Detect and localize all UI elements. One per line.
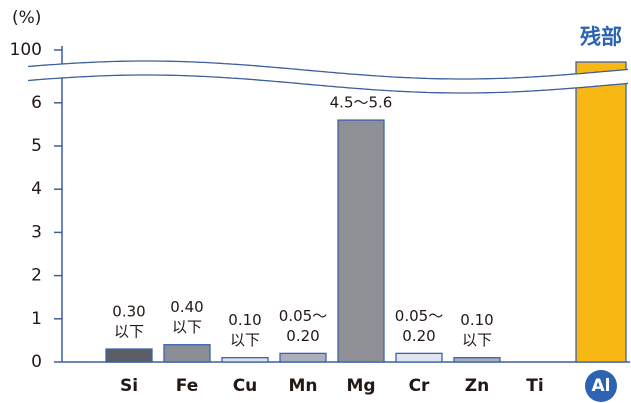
x-tick-label: Ti [526,376,543,396]
bar [163,344,211,363]
bar [453,357,501,363]
x-tick-label: Zn [465,376,489,396]
value-label: 以下 [230,331,260,349]
y-tick-label: 3 [31,222,42,242]
value-label: 0.40 [170,298,203,316]
value-label: 0.10 [228,311,261,329]
y-tick-label: 2 [31,266,42,286]
y-tick-label: 100 [10,40,42,60]
value-label: 0.10 [460,311,493,329]
value-label: 以下 [462,331,492,349]
x-tick-label: Mn [288,376,317,396]
axis-break-fill [28,61,628,93]
x-tick-label: Si [120,376,138,396]
bar [337,119,385,363]
x-tick-label: Fe [176,376,198,396]
y-axis-label: (%) [12,8,41,28]
value-label: 0.20 [286,327,319,345]
bar [575,61,627,363]
bar [279,352,327,363]
y-tick-label: 5 [31,136,42,156]
y-tick-label: 4 [31,179,42,199]
axis-break-line [27,60,629,80]
x-tick-label: Cu [233,376,258,396]
x-tick-label: Cr [409,376,430,396]
bar [395,352,443,363]
category-badge [585,370,617,402]
bar [105,348,153,363]
x-tick-label: Al [592,376,611,396]
bar [221,357,269,363]
value-label: 以下 [114,323,144,341]
y-tick-label: 1 [31,309,42,329]
value-label: 0.20 [402,327,435,345]
value-label: 0.30 [112,303,145,321]
value-label: 以下 [172,318,202,336]
value-label: 4.5～5.6 [330,94,393,112]
y-tick-label: 0 [31,352,42,372]
axis-break-line [27,74,629,94]
value-label: 0.05～ [395,307,443,325]
x-tick-label: Mg [346,376,375,396]
value-label: 残部 [580,25,622,49]
value-label: 0.05～ [279,307,327,325]
y-tick-label: 6 [31,93,42,113]
